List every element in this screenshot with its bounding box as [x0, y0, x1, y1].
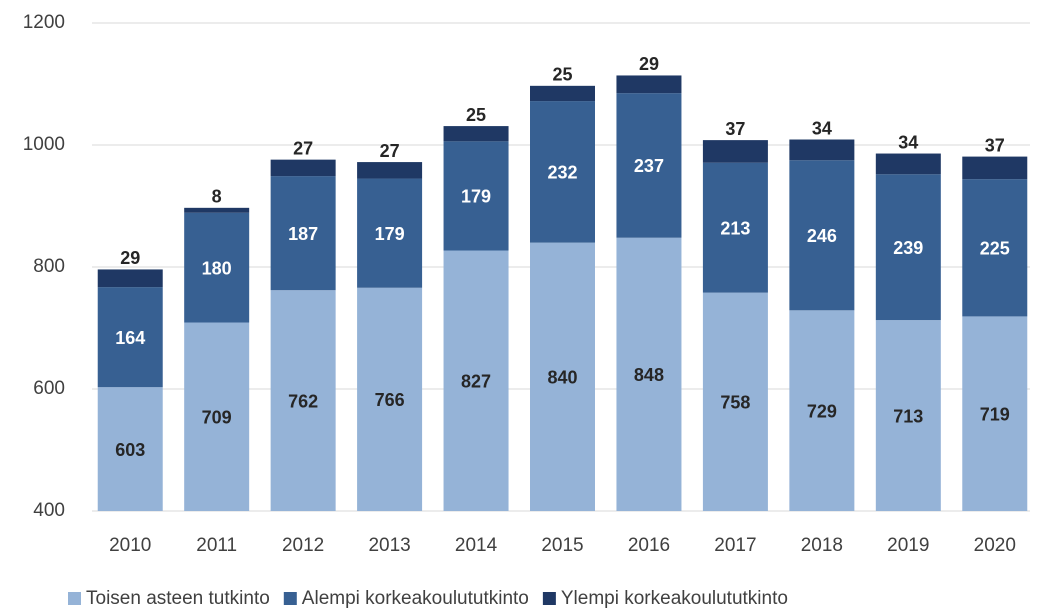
- legend-swatch: [283, 592, 297, 605]
- x-tick-label: 2016: [628, 535, 670, 556]
- y-tick-label: 400: [33, 500, 65, 521]
- x-tick-label: 2011: [196, 535, 237, 556]
- legend-label: Toisen asteen tutkinto: [86, 588, 270, 609]
- data-label: 239: [893, 238, 923, 258]
- bar-segment: [270, 176, 336, 291]
- x-tick-label: 2019: [887, 535, 929, 556]
- bar-segment: [184, 207, 250, 213]
- bar-segment: [97, 387, 163, 511]
- data-label: 603: [115, 440, 145, 460]
- bar-segment: [530, 101, 595, 243]
- legend-label: Alempi korkeakoulututkinto: [302, 588, 529, 609]
- legend-swatch: [68, 592, 81, 605]
- data-label: 8: [212, 187, 222, 207]
- data-label: 719: [980, 404, 1010, 424]
- bar-segment: [789, 160, 855, 311]
- data-label: 34: [812, 118, 832, 138]
- bar-segment: [357, 162, 423, 179]
- data-label: 179: [461, 187, 491, 207]
- data-label: 34: [898, 132, 918, 152]
- bar-segment: [443, 126, 509, 142]
- bar-segment: [184, 322, 250, 511]
- y-tick-label: 1200: [23, 12, 65, 33]
- bar-segment: [97, 269, 163, 288]
- bar-segment: [702, 162, 768, 293]
- data-label: 29: [639, 54, 659, 74]
- data-label: 37: [725, 119, 745, 139]
- x-tick-label: 2014: [455, 535, 498, 556]
- legend-label: Ylempi korkeakoulututkinto: [561, 588, 788, 609]
- bar-segment: [875, 320, 941, 511]
- bar-segment: [97, 287, 163, 388]
- data-label: 827: [461, 372, 491, 392]
- data-label: 225: [980, 239, 1010, 259]
- data-label: 848: [634, 365, 664, 385]
- data-label: 25: [466, 105, 486, 125]
- data-label: 246: [807, 226, 837, 246]
- bar-segment: [616, 93, 682, 238]
- bar-segment: [789, 139, 855, 161]
- x-tick-label: 2013: [368, 535, 410, 556]
- bar-segment: [530, 242, 595, 511]
- data-label: 762: [288, 391, 318, 411]
- data-label: 709: [202, 408, 232, 428]
- bar-segment: [702, 140, 768, 163]
- data-label: 164: [115, 328, 145, 348]
- bar-segment: [616, 237, 682, 511]
- data-label: 237: [634, 156, 664, 176]
- data-label: 187: [288, 224, 318, 244]
- bar-segment: [530, 85, 595, 102]
- y-tick-label: 1000: [23, 134, 65, 155]
- bar-segment: [962, 316, 1028, 511]
- bar-segment: [443, 141, 509, 251]
- data-label: 729: [807, 401, 837, 421]
- x-tick-label: 2015: [541, 535, 583, 556]
- data-label: 27: [293, 138, 313, 158]
- bar-segment: [443, 250, 509, 511]
- x-tick-label: 2017: [714, 535, 756, 556]
- data-label: 25: [552, 65, 572, 85]
- bar-segment: [270, 159, 336, 177]
- bar-segment: [875, 174, 941, 321]
- y-tick-label: 800: [33, 256, 65, 277]
- data-label: 766: [375, 390, 405, 410]
- x-tick-label: 2020: [974, 535, 1016, 556]
- bar-segment: [789, 310, 855, 511]
- data-label: 713: [893, 406, 923, 426]
- data-label: 180: [202, 258, 232, 278]
- data-label: 37: [985, 135, 1005, 155]
- bar-segment: [184, 212, 250, 323]
- legend-swatch: [542, 592, 556, 605]
- data-label: 29: [120, 248, 140, 268]
- y-tick-label: 600: [33, 378, 65, 399]
- bar-segment: [616, 75, 682, 94]
- bar-segment: [962, 156, 1028, 180]
- data-label: 758: [720, 393, 750, 413]
- x-tick-label: 2018: [801, 535, 843, 556]
- bar-segment: [875, 153, 941, 175]
- data-label: 179: [375, 224, 405, 244]
- data-label: 213: [720, 218, 750, 238]
- x-tick-label: 2010: [109, 535, 151, 556]
- data-label: 840: [547, 368, 577, 388]
- bar-segment: [702, 292, 768, 511]
- data-label: 232: [547, 163, 577, 183]
- data-label: 27: [380, 141, 400, 161]
- bar-segment: [270, 290, 336, 511]
- bar-segment: [357, 287, 423, 511]
- x-tick-label: 2012: [282, 535, 324, 556]
- bar-segment: [962, 179, 1028, 317]
- bar-segment: [357, 178, 423, 288]
